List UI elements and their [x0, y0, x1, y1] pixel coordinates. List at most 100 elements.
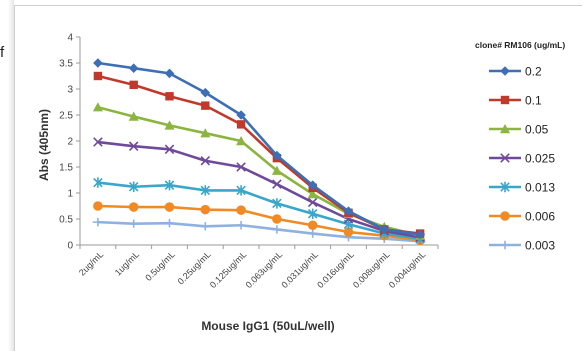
data-point — [236, 205, 246, 215]
data-point — [236, 162, 246, 172]
y-tick-label: 0.5 — [59, 215, 73, 226]
data-point — [236, 120, 246, 129]
data-point — [164, 202, 175, 212]
data-point — [164, 144, 175, 155]
data-point — [165, 92, 174, 101]
series-line — [97, 140, 421, 239]
data-point — [92, 217, 104, 227]
data-point — [415, 229, 425, 240]
data-point — [236, 185, 246, 196]
data-point — [307, 220, 318, 231]
legend-title: clone# RM106 (ug/mL) — [475, 40, 565, 50]
legend-item: 0.025 — [489, 152, 555, 166]
data-point — [272, 214, 282, 224]
x-tick-label: 1ug/mL — [113, 249, 141, 277]
data-point — [201, 101, 210, 110]
data-point — [128, 111, 139, 121]
y-tick-label: 1.5 — [59, 163, 73, 174]
data-point — [379, 224, 390, 235]
data-point — [272, 179, 282, 189]
data-point — [93, 201, 103, 211]
series-layer — [92, 58, 426, 246]
legend-item: 0.006 — [489, 210, 555, 224]
legend-item: 0.013 — [489, 181, 555, 195]
series-line — [97, 61, 421, 236]
y-tick-label: 3 — [67, 85, 73, 96]
data-point — [343, 227, 354, 237]
data-point — [164, 218, 175, 228]
data-point — [128, 219, 139, 228]
data-point — [307, 229, 318, 238]
series-0.003 — [92, 217, 426, 246]
x-axis-title: Mouse IgG1 (50uL/well) — [201, 319, 334, 333]
data-point — [307, 208, 318, 219]
legend: 0.2 0.1 0.05 0.025 0.013 0.006 0.003 — [489, 65, 555, 253]
x-tick-label: 0.125ug/mL — [208, 249, 249, 290]
legend-item: 0.05 — [489, 123, 549, 137]
data-point — [92, 102, 103, 112]
data-point — [307, 197, 318, 208]
data-point — [343, 206, 354, 216]
data-point — [200, 185, 211, 196]
legend-item: 0.2 — [489, 65, 542, 79]
chart-frame — [14, 5, 582, 351]
legend-marker — [500, 153, 510, 163]
x-tick-label: 0.031ug/mL — [279, 249, 320, 290]
data-point — [93, 177, 103, 188]
series-line — [97, 220, 421, 243]
x-tick-label: 0.004ug/mL — [387, 249, 428, 290]
data-point — [200, 155, 211, 166]
data-point — [128, 63, 139, 73]
data-point — [128, 202, 139, 212]
y-axis: 0 0.5 1 1.5 2 2.5 3 3.5 4 — [59, 33, 81, 252]
data-point — [164, 68, 175, 79]
legend-marker — [500, 124, 510, 134]
legend-marker — [500, 181, 510, 193]
data-point — [235, 221, 247, 230]
x-tick-label: 0.25ug/mL — [176, 249, 213, 286]
data-point — [129, 80, 138, 90]
data-point — [236, 110, 246, 120]
data-point — [93, 137, 103, 147]
y-tick-label: 0 — [67, 241, 73, 252]
legend-label: 0.1 — [525, 94, 542, 108]
legend-marker — [500, 95, 510, 105]
data-point — [272, 198, 282, 209]
y-tick-label: 2 — [67, 137, 73, 148]
legend-label: 0.025 — [525, 152, 555, 166]
series-0.025 — [93, 137, 425, 242]
legend-marker — [500, 211, 510, 221]
series-line — [97, 181, 421, 241]
data-point — [164, 120, 175, 130]
legend-label: 0.013 — [525, 181, 555, 195]
data-point — [307, 180, 318, 190]
x-tick-label: 0.5ug/mL — [143, 249, 177, 283]
data-point — [200, 87, 211, 98]
y-axis-title: Abs (405nm) — [37, 109, 51, 181]
data-point — [200, 128, 211, 138]
y-tick-label: 2.5 — [59, 111, 73, 122]
data-point — [272, 150, 282, 161]
x-tick-label: 0.063ug/mL — [244, 249, 285, 290]
data-point — [93, 71, 103, 81]
data-point — [271, 225, 283, 234]
data-point — [236, 136, 247, 146]
legend-item: 0.003 — [489, 239, 555, 253]
x-tick-label: 2ug/mL — [77, 249, 105, 277]
frame-shadow — [8, 0, 14, 351]
data-point — [271, 165, 282, 175]
y-tick-label: 4 — [67, 33, 73, 44]
legend-label: 0.003 — [525, 239, 555, 253]
legend-label: 0.05 — [525, 123, 549, 137]
data-point — [128, 181, 139, 192]
y-tick-label: 3.5 — [59, 59, 73, 70]
data-point — [200, 222, 211, 231]
x-axis: 2ug/mL 1ug/mL 0.5ug/mL0.25ug/mL0.125ug/mL0… — [77, 244, 439, 290]
series-line — [97, 204, 421, 242]
legend-item: 0.1 — [489, 94, 542, 108]
x-tick-label: 0.016ug/mL — [315, 249, 356, 290]
series-0.2 — [93, 58, 425, 240]
data-point — [307, 189, 318, 199]
legend-label: 0.006 — [525, 210, 555, 224]
data-point — [164, 180, 175, 191]
